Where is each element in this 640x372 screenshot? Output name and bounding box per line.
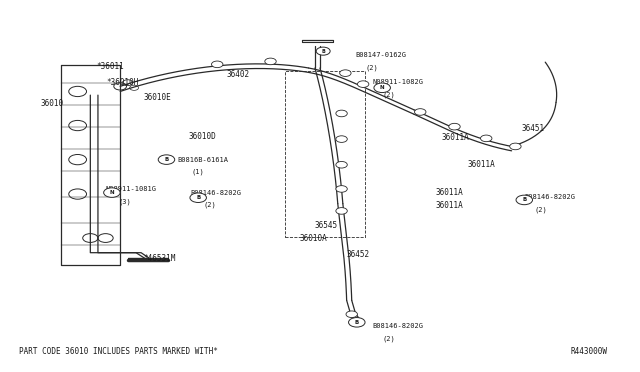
Text: (2): (2) [365,65,378,71]
Text: B: B [196,195,200,200]
Circle shape [336,136,348,142]
Text: B: B [522,198,527,202]
Text: (2): (2) [204,202,217,208]
Text: B08147-0162G: B08147-0162G [355,52,406,58]
Text: B: B [321,49,325,54]
Text: 36011A: 36011A [435,201,463,209]
Text: PART CODE 36010 INCLUDES PARTS MARKED WITH*: PART CODE 36010 INCLUDES PARTS MARKED WI… [19,347,218,356]
Circle shape [481,135,492,142]
Circle shape [336,161,348,168]
Circle shape [449,124,460,130]
Text: B08146-8202G: B08146-8202G [524,194,575,200]
Circle shape [336,110,348,117]
Bar [285,71,365,237]
Circle shape [316,47,330,55]
Text: *36010H: *36010H [106,78,139,87]
Circle shape [211,61,223,68]
Text: 36452: 36452 [347,250,370,259]
Text: 36011A: 36011A [435,188,463,197]
Circle shape [516,195,532,205]
Circle shape [158,155,175,164]
Text: *36011: *36011 [97,62,124,71]
Circle shape [509,143,521,150]
Text: N08911-1082G: N08911-1082G [372,78,423,84]
Text: (2): (2) [534,206,547,213]
Text: (2): (2) [382,336,395,342]
Circle shape [346,311,357,318]
Text: B: B [164,157,168,162]
Circle shape [190,193,207,202]
Circle shape [336,186,348,192]
Text: *46531M: *46531M [143,254,176,263]
Text: B: B [355,320,359,325]
Circle shape [265,58,276,65]
Text: N08911-1081G: N08911-1081G [106,186,157,192]
Text: 36402: 36402 [226,70,249,79]
Text: 36451: 36451 [522,124,545,132]
Circle shape [340,70,351,76]
Circle shape [104,188,120,198]
Text: B08146-8202G: B08146-8202G [372,323,423,329]
Text: N: N [380,85,385,90]
Text: 36010: 36010 [41,99,64,108]
Text: (2): (2) [382,91,395,97]
Text: 36545: 36545 [315,221,338,230]
Text: 36010E: 36010E [143,93,172,102]
Text: 36011A: 36011A [442,133,470,142]
Text: 36011A: 36011A [467,160,495,169]
Circle shape [415,109,426,115]
Text: 36010D: 36010D [188,132,216,141]
Circle shape [349,318,365,327]
Circle shape [357,81,369,87]
Text: (1): (1) [191,169,204,175]
Text: R443000W: R443000W [571,347,607,356]
Text: B08146-8202G: B08146-8202G [190,190,241,196]
Text: N: N [109,190,114,195]
Text: B0816B-6161A: B0816B-6161A [177,157,228,163]
Circle shape [336,208,348,214]
Circle shape [374,83,390,93]
Text: (3): (3) [118,198,131,205]
Text: 36010A: 36010A [300,234,328,243]
